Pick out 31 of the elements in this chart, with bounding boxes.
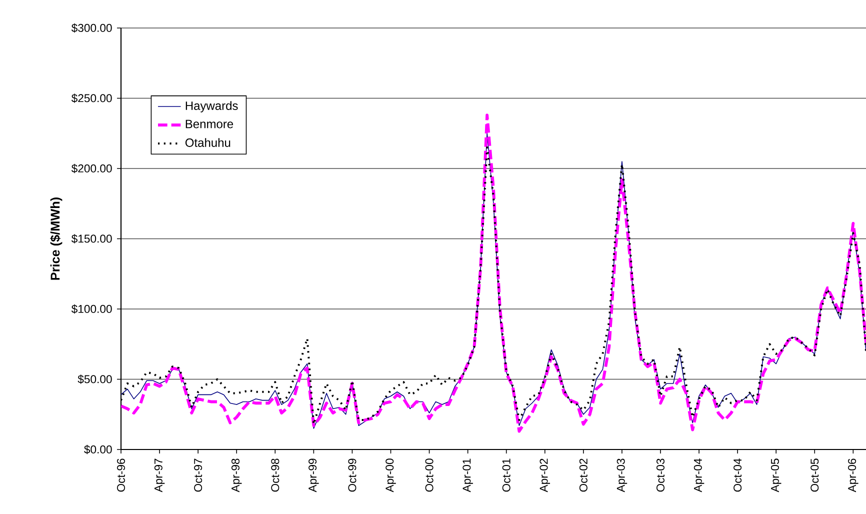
x-tick-label: Oct-04 — [734, 458, 742, 492]
legend-label: Benmore — [186, 120, 234, 128]
x-tick-label: Apr-03 — [616, 458, 628, 492]
x-tick-label: Oct-97 — [194, 458, 202, 492]
x-tick-label: Oct-98 — [271, 458, 280, 492]
x-tick-label: Oct-01 — [502, 458, 510, 492]
x-tick-label: Oct-99 — [348, 458, 356, 492]
y-tick-label: $0.00 — [84, 444, 112, 454]
x-tick-label: Apr-00 — [386, 458, 396, 492]
x-tick-label: Apr-05 — [770, 458, 782, 492]
x-tick-label: Oct-02 — [579, 458, 588, 492]
x-tick-label: Oct-00 — [425, 458, 434, 492]
y-tick-label: $250.00 — [71, 94, 112, 103]
x-tick-label: Apr-02 — [540, 458, 550, 492]
y-tick-label: $100.00 — [71, 304, 112, 314]
x-tick-label: Oct-05 — [810, 458, 819, 492]
y-tick-label: $50.00 — [78, 374, 112, 384]
x-tick-label: Apr-99 — [308, 458, 319, 492]
y-axis-title: Price ($/MWh) — [50, 198, 62, 280]
legend-label: Otahuhu — [185, 138, 230, 147]
x-tick-label: Apr-06 — [848, 458, 858, 492]
x-tick-label: Apr-04 — [694, 458, 704, 492]
y-tick-label: $300.00 — [71, 23, 112, 33]
x-tick-label: Apr-98 — [231, 458, 242, 492]
y-tick-label: $150.00 — [71, 234, 112, 244]
legend-label: Haywards — [186, 101, 238, 112]
y-tick-label: $200.00 — [71, 164, 112, 174]
x-tick-label: Oct-03 — [656, 458, 664, 492]
x-tick-label: Apr-01 — [462, 458, 473, 492]
x-tick-label: Oct-96 — [117, 458, 126, 492]
x-tick-label: Apr-97 — [154, 458, 165, 492]
